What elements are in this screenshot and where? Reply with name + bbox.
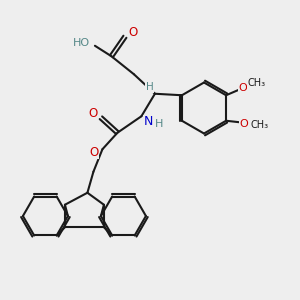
Text: O: O	[240, 119, 248, 129]
Text: CH₃: CH₃	[250, 120, 268, 130]
Text: O: O	[238, 83, 247, 93]
Text: O: O	[89, 146, 99, 159]
Text: CH₃: CH₃	[247, 78, 265, 88]
Text: N: N	[143, 115, 153, 128]
Text: O: O	[129, 26, 138, 39]
Text: H: H	[155, 119, 164, 129]
Text: H: H	[146, 82, 153, 92]
Text: O: O	[88, 107, 97, 120]
Text: HO: HO	[73, 38, 90, 48]
